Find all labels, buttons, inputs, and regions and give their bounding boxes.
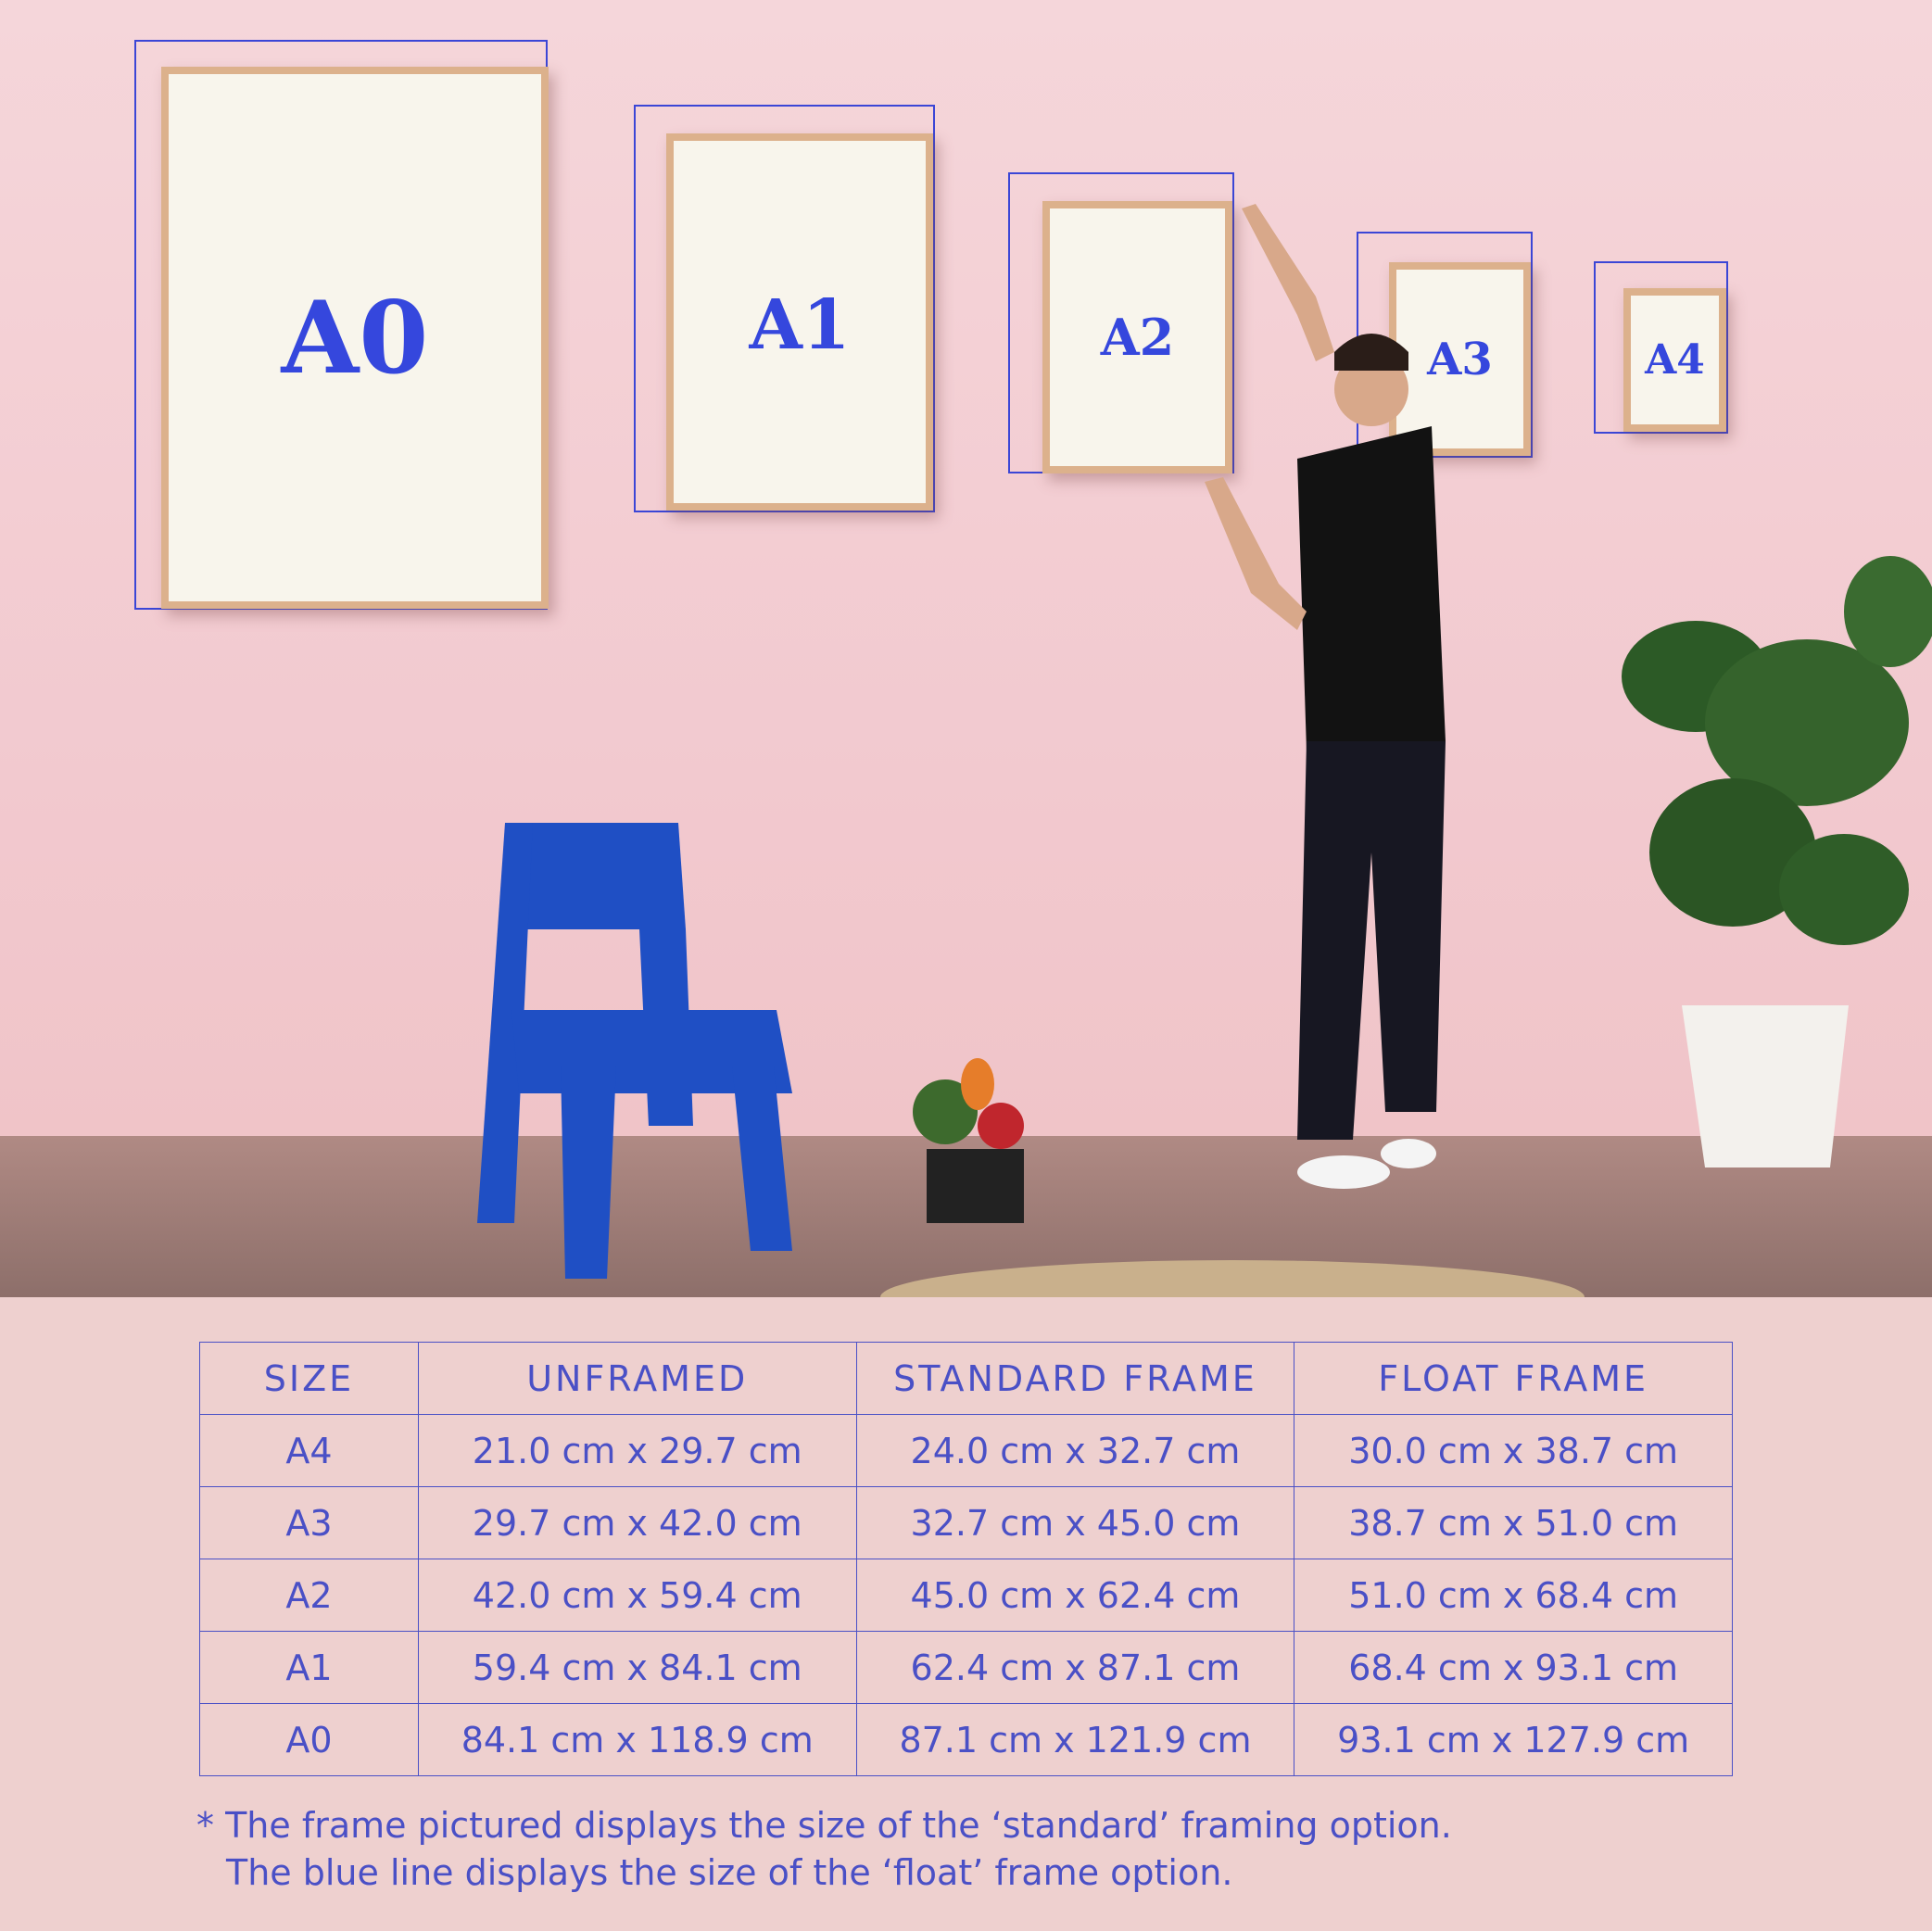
cell: 45.0 cm x 62.4 cm xyxy=(855,1559,1295,1632)
table-row: A1 59.4 cm x 84.1 cm 62.4 cm x 87.1 cm 68.4… xyxy=(199,1631,1733,1704)
frame-a3: A3 xyxy=(1389,262,1531,456)
man xyxy=(1205,204,1446,1189)
frame-label: A1 xyxy=(749,284,851,365)
cell: 84.1 cm x 118.9 cm xyxy=(417,1703,857,1776)
cell: 59.4 cm x 84.1 cm xyxy=(417,1631,857,1704)
cell: 21.0 cm x 29.7 cm xyxy=(417,1414,857,1487)
cell: 29.7 cm x 42.0 cm xyxy=(417,1486,857,1559)
table-row: A3 29.7 cm x 42.0 cm 32.7 cm x 45.0 cm 38.7… xyxy=(199,1486,1733,1559)
cell: 38.7 cm x 51.0 cm xyxy=(1294,1486,1733,1559)
cell: 87.1 cm x 121.9 cm xyxy=(855,1703,1295,1776)
cell: A2 xyxy=(199,1559,419,1632)
scene-illustration xyxy=(477,204,1932,1297)
footnote-line-1: * The frame pictured displays the size o… xyxy=(196,1805,1452,1846)
frame-a0: A0 xyxy=(161,67,549,609)
cell: 42.0 cm x 59.4 cm xyxy=(417,1559,857,1632)
frame-label: A2 xyxy=(1100,308,1175,367)
header-unframed: UNFRAMED xyxy=(417,1342,857,1415)
table-header-row: SIZE UNFRAMED STANDARD FRAME FLOAT FRAME xyxy=(199,1342,1733,1415)
cell: A4 xyxy=(199,1414,419,1487)
cell: 32.7 cm x 45.0 cm xyxy=(855,1486,1295,1559)
float-outline-a4 xyxy=(1594,261,1728,434)
plant xyxy=(1622,556,1932,1167)
footnote-line-2: The blue line displays the size of the ‘… xyxy=(226,1852,1233,1893)
cell: 51.0 cm x 68.4 cm xyxy=(1294,1559,1733,1632)
cell: 30.0 cm x 38.7 cm xyxy=(1294,1414,1733,1487)
header-standard-frame: STANDARD FRAME xyxy=(855,1342,1295,1415)
table-row: A0 84.1 cm x 118.9 cm 87.1 cm x 121.9 cm 93… xyxy=(199,1703,1733,1776)
frame-a2: A2 xyxy=(1042,201,1232,473)
header-float-frame: FLOAT FRAME xyxy=(1294,1342,1733,1415)
cell: A1 xyxy=(199,1631,419,1704)
size-table: SIZE UNFRAMED STANDARD FRAME FLOAT FRAME… xyxy=(199,1342,1733,1776)
cell: A0 xyxy=(199,1703,419,1776)
table-row: A2 42.0 cm x 59.4 cm 45.0 cm x 62.4 cm 51.0… xyxy=(199,1559,1733,1632)
room-photo: A0 A1 A2 A3 A4 xyxy=(0,0,1932,1297)
frame-label: A4 xyxy=(1645,336,1705,384)
footnote: * The frame pictured displays the size o… xyxy=(196,1802,1452,1897)
float-outline-a1 xyxy=(634,105,935,512)
frame-a4: A4 xyxy=(1623,288,1726,432)
cell: 62.4 cm x 87.1 cm xyxy=(855,1631,1295,1704)
header-size: SIZE xyxy=(199,1342,419,1415)
frame-label: A3 xyxy=(1427,333,1493,385)
table-row: A4 21.0 cm x 29.7 cm 24.0 cm x 32.7 cm 30.0… xyxy=(199,1414,1733,1487)
cell: A3 xyxy=(199,1486,419,1559)
frame-label: A0 xyxy=(281,279,429,397)
cell: 24.0 cm x 32.7 cm xyxy=(855,1414,1295,1487)
rug xyxy=(880,1260,1585,1297)
chair xyxy=(477,823,792,1279)
frame-a1: A1 xyxy=(666,133,933,511)
cell: 68.4 cm x 93.1 cm xyxy=(1294,1631,1733,1704)
cell: 93.1 cm x 127.9 cm xyxy=(1294,1703,1733,1776)
fruit-bowl xyxy=(913,1058,1024,1223)
